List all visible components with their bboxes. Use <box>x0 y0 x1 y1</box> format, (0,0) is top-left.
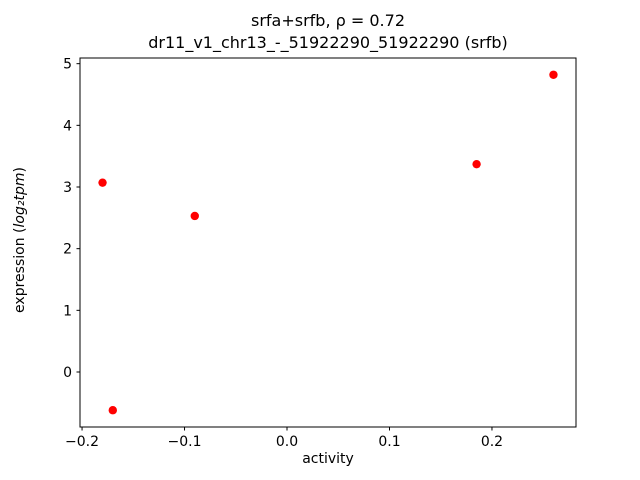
data-point <box>190 211 199 221</box>
y-tick-label: 4 <box>63 118 72 134</box>
x-tick-label: 0.0 <box>276 434 298 450</box>
y-tick-label: 3 <box>63 180 72 196</box>
y-tick-label: 1 <box>63 303 72 319</box>
chart-title: srfa+srfb, ρ = 0.72 <box>251 11 405 30</box>
chart-subtitle: dr11_v1_chr13_-_51922290_51922290 (srfb) <box>148 33 508 52</box>
y-tick-label: 5 <box>63 57 72 73</box>
data-point <box>472 159 481 169</box>
x-axis-label: activity <box>302 451 354 467</box>
data-point <box>549 70 558 79</box>
x-tick-label: −0.2 <box>65 434 99 450</box>
axes-frame <box>79 57 577 428</box>
x-tick-label: 0.2 <box>481 434 503 450</box>
data-point <box>98 178 107 187</box>
y-tick-label: 2 <box>63 242 72 258</box>
x-tick-label: −0.1 <box>168 434 202 450</box>
data-point <box>108 406 117 415</box>
y-tick-label: 0 <box>63 365 72 381</box>
x-tick-label: 0.1 <box>378 434 400 450</box>
